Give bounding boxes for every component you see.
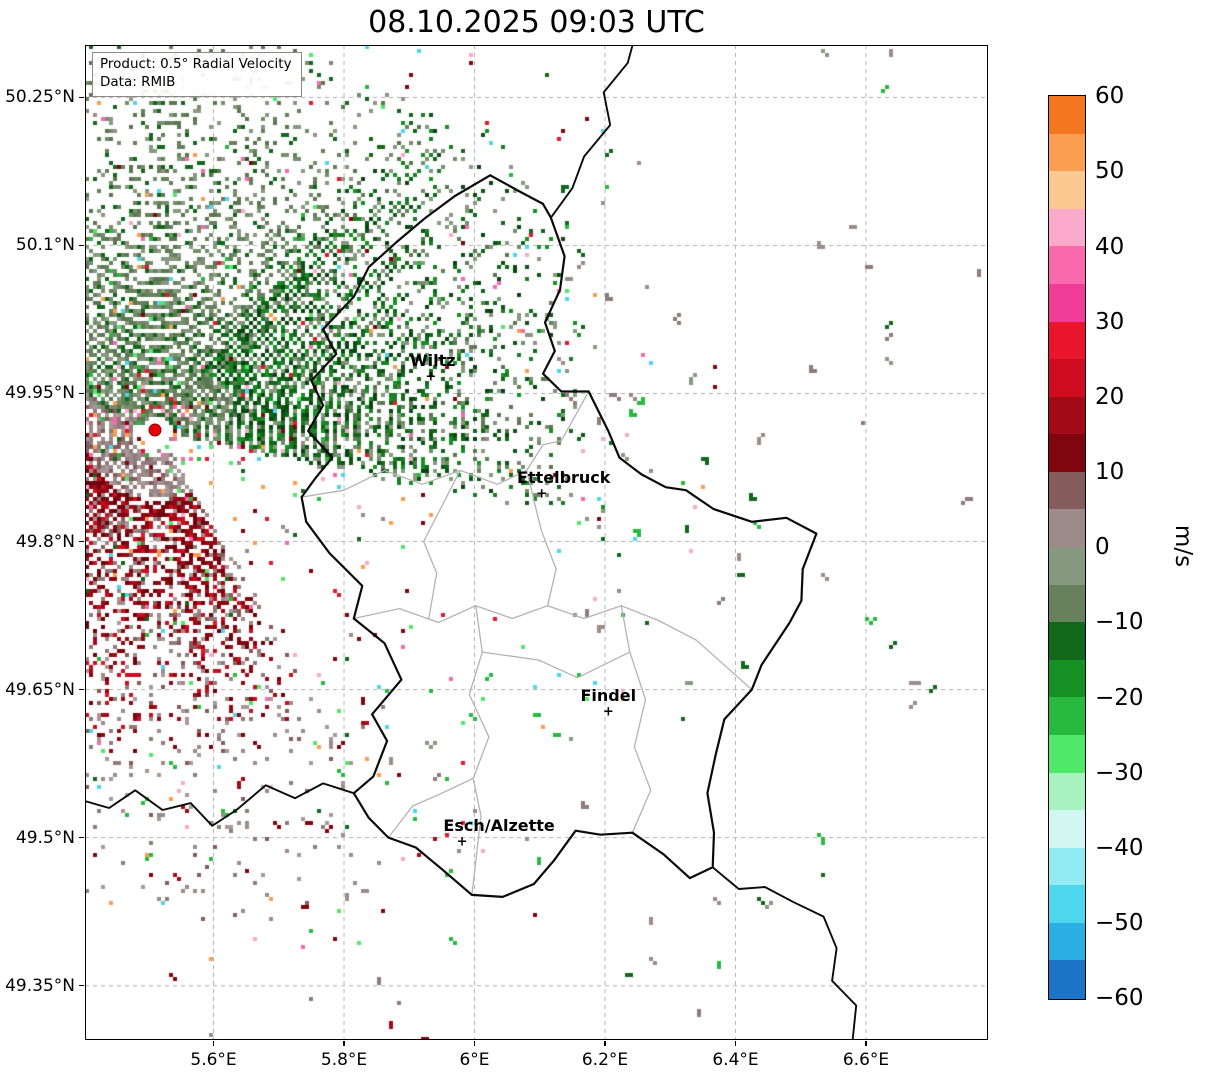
x-tick-label: 6.6°E bbox=[842, 1050, 890, 1070]
y-tick-mark bbox=[79, 688, 84, 691]
x-tick-mark bbox=[343, 1041, 345, 1046]
x-tick-label: 6°E bbox=[459, 1050, 490, 1070]
colorbar-segment bbox=[1049, 847, 1085, 886]
x-tick-mark bbox=[212, 1041, 215, 1046]
colorbar-segment bbox=[1049, 509, 1085, 548]
colorbar-tick-label: 10 bbox=[1095, 459, 1125, 486]
y-tick-mark bbox=[79, 96, 84, 99]
colorbar-segment bbox=[1049, 359, 1085, 398]
city-marker-findel: + bbox=[602, 704, 614, 720]
colorbar-segment bbox=[1049, 810, 1085, 849]
x-tick-mark bbox=[734, 1041, 737, 1046]
city-label-findel: Findel bbox=[580, 686, 637, 706]
colorbar-tick-label: 30 bbox=[1095, 308, 1125, 335]
y-tick-mark bbox=[79, 392, 84, 395]
colorbar-segment bbox=[1049, 584, 1085, 623]
colorbar-segment bbox=[1049, 96, 1085, 135]
district-border-path bbox=[526, 469, 557, 607]
country-border-path bbox=[85, 782, 355, 827]
x-tick-mark bbox=[473, 1041, 476, 1046]
country-border-path bbox=[300, 174, 818, 898]
country-border-path bbox=[711, 866, 858, 1040]
y-tick-label: 49.5°N bbox=[15, 827, 75, 848]
colorbar-segment bbox=[1049, 547, 1085, 586]
borders-layer bbox=[85, 45, 858, 1040]
y-tick-label: 49.8°N bbox=[15, 531, 75, 552]
y-tick-label: 50.25°N bbox=[5, 87, 75, 108]
district-border-path bbox=[387, 777, 474, 839]
district-border-path bbox=[468, 605, 490, 896]
colorbar-segment bbox=[1049, 622, 1085, 661]
colorbar-tick-label: −10 bbox=[1095, 609, 1144, 636]
x-tick-label: 6.2°E bbox=[581, 1050, 629, 1070]
colorbar-segment bbox=[1049, 922, 1085, 961]
colorbar-segment bbox=[1049, 659, 1085, 698]
colorbar-segment bbox=[1049, 772, 1085, 811]
x-tick-label: 6.4°E bbox=[712, 1050, 759, 1070]
district-border-path bbox=[620, 605, 652, 834]
city-marker-wiltz: + bbox=[425, 369, 437, 385]
x-tick-mark bbox=[865, 1041, 867, 1046]
y-tick-mark bbox=[79, 244, 84, 247]
colorbar-segment bbox=[1049, 133, 1085, 172]
radar-site-marker bbox=[148, 423, 162, 437]
district-border-path bbox=[300, 390, 590, 498]
colorbar-segment bbox=[1049, 471, 1085, 510]
colorbar-tick-label: 60 bbox=[1095, 83, 1125, 110]
colorbar-tick-label: 0 bbox=[1095, 534, 1110, 561]
colorbar bbox=[1048, 95, 1086, 1000]
city-label-ettelbruck: Ettelbruck bbox=[517, 468, 611, 488]
colorbar-segment bbox=[1049, 283, 1085, 323]
x-tick-label: 5.8°E bbox=[320, 1050, 368, 1070]
y-tick-mark bbox=[79, 984, 84, 987]
city-marker-ettelbruck: + bbox=[536, 486, 548, 502]
colorbar-segment bbox=[1049, 734, 1085, 774]
colorbar-segment bbox=[1049, 171, 1085, 210]
colorbar-segment bbox=[1049, 885, 1085, 924]
colorbar-segment bbox=[1049, 697, 1085, 736]
map-plot: + Wiltz + Ettelbruck + Findel + Esch/Alzette Pr… bbox=[85, 45, 988, 1040]
colorbar-tick-label: 40 bbox=[1095, 233, 1125, 260]
x-tick-label: 5.6°E bbox=[190, 1050, 237, 1070]
colorbar-segment bbox=[1049, 396, 1085, 435]
colorbar-unit-label: m/s bbox=[1170, 524, 1196, 568]
colorbar-segment bbox=[1049, 960, 1085, 999]
colorbar-segment bbox=[1049, 246, 1085, 285]
figure-title: 08.10.2025 09:03 UTC bbox=[368, 5, 705, 40]
y-tick-mark bbox=[79, 836, 84, 839]
city-label-esch-alzette: Esch/Alzette bbox=[443, 815, 555, 835]
colorbar-tick-label: −60 bbox=[1095, 985, 1144, 1012]
x-tick-mark bbox=[604, 1041, 606, 1046]
colorbar-tick-label: 20 bbox=[1095, 383, 1125, 410]
city-label-wiltz: Wiltz bbox=[410, 350, 456, 370]
data-source-line: Data: RMIB bbox=[100, 73, 176, 90]
district-border-path bbox=[481, 651, 631, 679]
colorbar-tick-label: −50 bbox=[1095, 910, 1144, 937]
district-border-path bbox=[353, 605, 753, 691]
y-tick-label: 49.95°N bbox=[5, 383, 75, 404]
y-tick-mark bbox=[79, 540, 84, 543]
y-tick-label: 50.1°N bbox=[15, 235, 75, 256]
colorbar-tick-label: −40 bbox=[1095, 834, 1144, 861]
country-border-path bbox=[549, 45, 634, 219]
colorbar-segment bbox=[1049, 208, 1085, 247]
y-tick-label: 49.35°N bbox=[5, 975, 75, 996]
city-marker-esch-alzette: + bbox=[456, 834, 468, 850]
colorbar-tick-label: 50 bbox=[1095, 158, 1125, 185]
colorbar-segment bbox=[1049, 321, 1085, 360]
product-line: Product: 0.5° Radial Velocity bbox=[100, 56, 292, 72]
district-border-path bbox=[422, 469, 461, 620]
radar-velocity-canvas bbox=[85, 45, 988, 1040]
colorbar-tick-label: −30 bbox=[1095, 759, 1144, 786]
y-tick-label: 49.65°N bbox=[5, 679, 75, 700]
colorbar-segment bbox=[1049, 434, 1085, 473]
colorbar-tick-label: −20 bbox=[1095, 684, 1144, 711]
product-info-box: Product: 0.5° Radial Velocity Data: RMIB bbox=[92, 52, 302, 97]
